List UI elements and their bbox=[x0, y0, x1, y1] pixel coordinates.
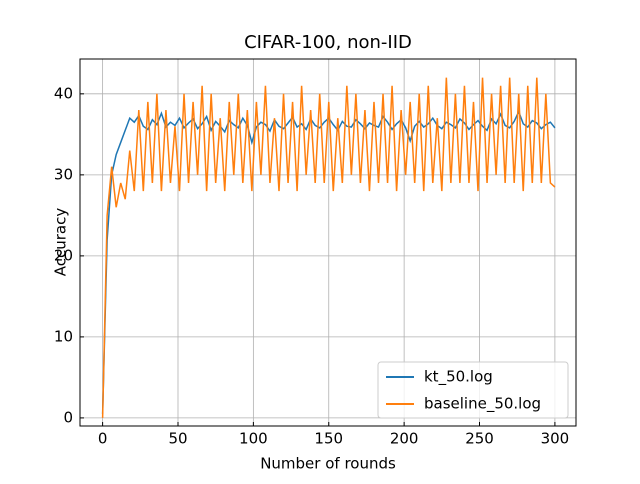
legend-box bbox=[377, 361, 569, 419]
y-tick-label: 0 bbox=[63, 408, 73, 426]
legend-label: baseline_50.log bbox=[424, 395, 541, 414]
x-tick-label: 50 bbox=[168, 430, 187, 448]
x-tick-label: 150 bbox=[314, 430, 343, 448]
chart-title: CIFAR-100, non-IID bbox=[244, 32, 412, 53]
plot-frame bbox=[79, 58, 577, 427]
y-tick-label: 20 bbox=[54, 246, 73, 264]
series-line bbox=[101, 77, 556, 418]
legend-label: kt_50.log bbox=[424, 368, 493, 387]
y-tick-label: 30 bbox=[54, 165, 73, 183]
x-tick-label: 300 bbox=[541, 430, 570, 448]
x-tick-label: 200 bbox=[390, 430, 419, 448]
y-tick-label: 10 bbox=[54, 327, 73, 345]
y-axis-label: Accuracy bbox=[52, 208, 70, 277]
x-axis-label: Number of rounds bbox=[260, 455, 396, 473]
x-tick-label: 100 bbox=[239, 430, 268, 448]
x-tick-label: 250 bbox=[465, 430, 494, 448]
y-tick-label: 40 bbox=[54, 84, 73, 102]
x-tick-label: 0 bbox=[98, 430, 108, 448]
series-line bbox=[101, 109, 556, 414]
